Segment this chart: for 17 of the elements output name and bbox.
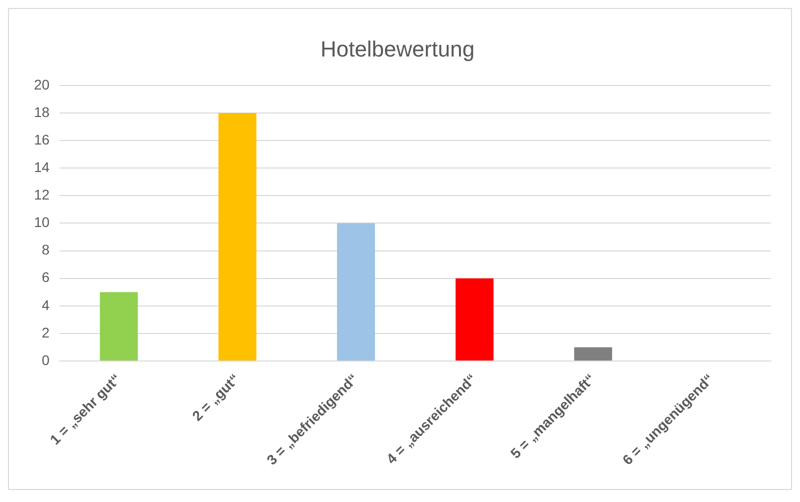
y-tick-label: 0 — [42, 352, 50, 368]
y-tick-label: 8 — [42, 242, 50, 258]
y-tick-label: 16 — [34, 131, 50, 148]
y-tick-label: 18 — [34, 104, 50, 120]
y-tick-label: 2 — [42, 324, 50, 340]
bar — [337, 223, 375, 361]
y-tick-label: 12 — [34, 186, 50, 203]
y-tick-label: 20 — [34, 76, 50, 92]
y-tick-label: 6 — [42, 269, 50, 286]
bar — [456, 278, 494, 361]
bar — [218, 112, 256, 361]
bar — [100, 292, 138, 361]
y-tick-label: 10 — [34, 214, 50, 230]
bar — [574, 347, 612, 361]
y-tick-label: 4 — [42, 296, 50, 313]
y-tick-label: 14 — [34, 158, 50, 175]
chart-title: Hotelbewertung — [320, 36, 475, 62]
